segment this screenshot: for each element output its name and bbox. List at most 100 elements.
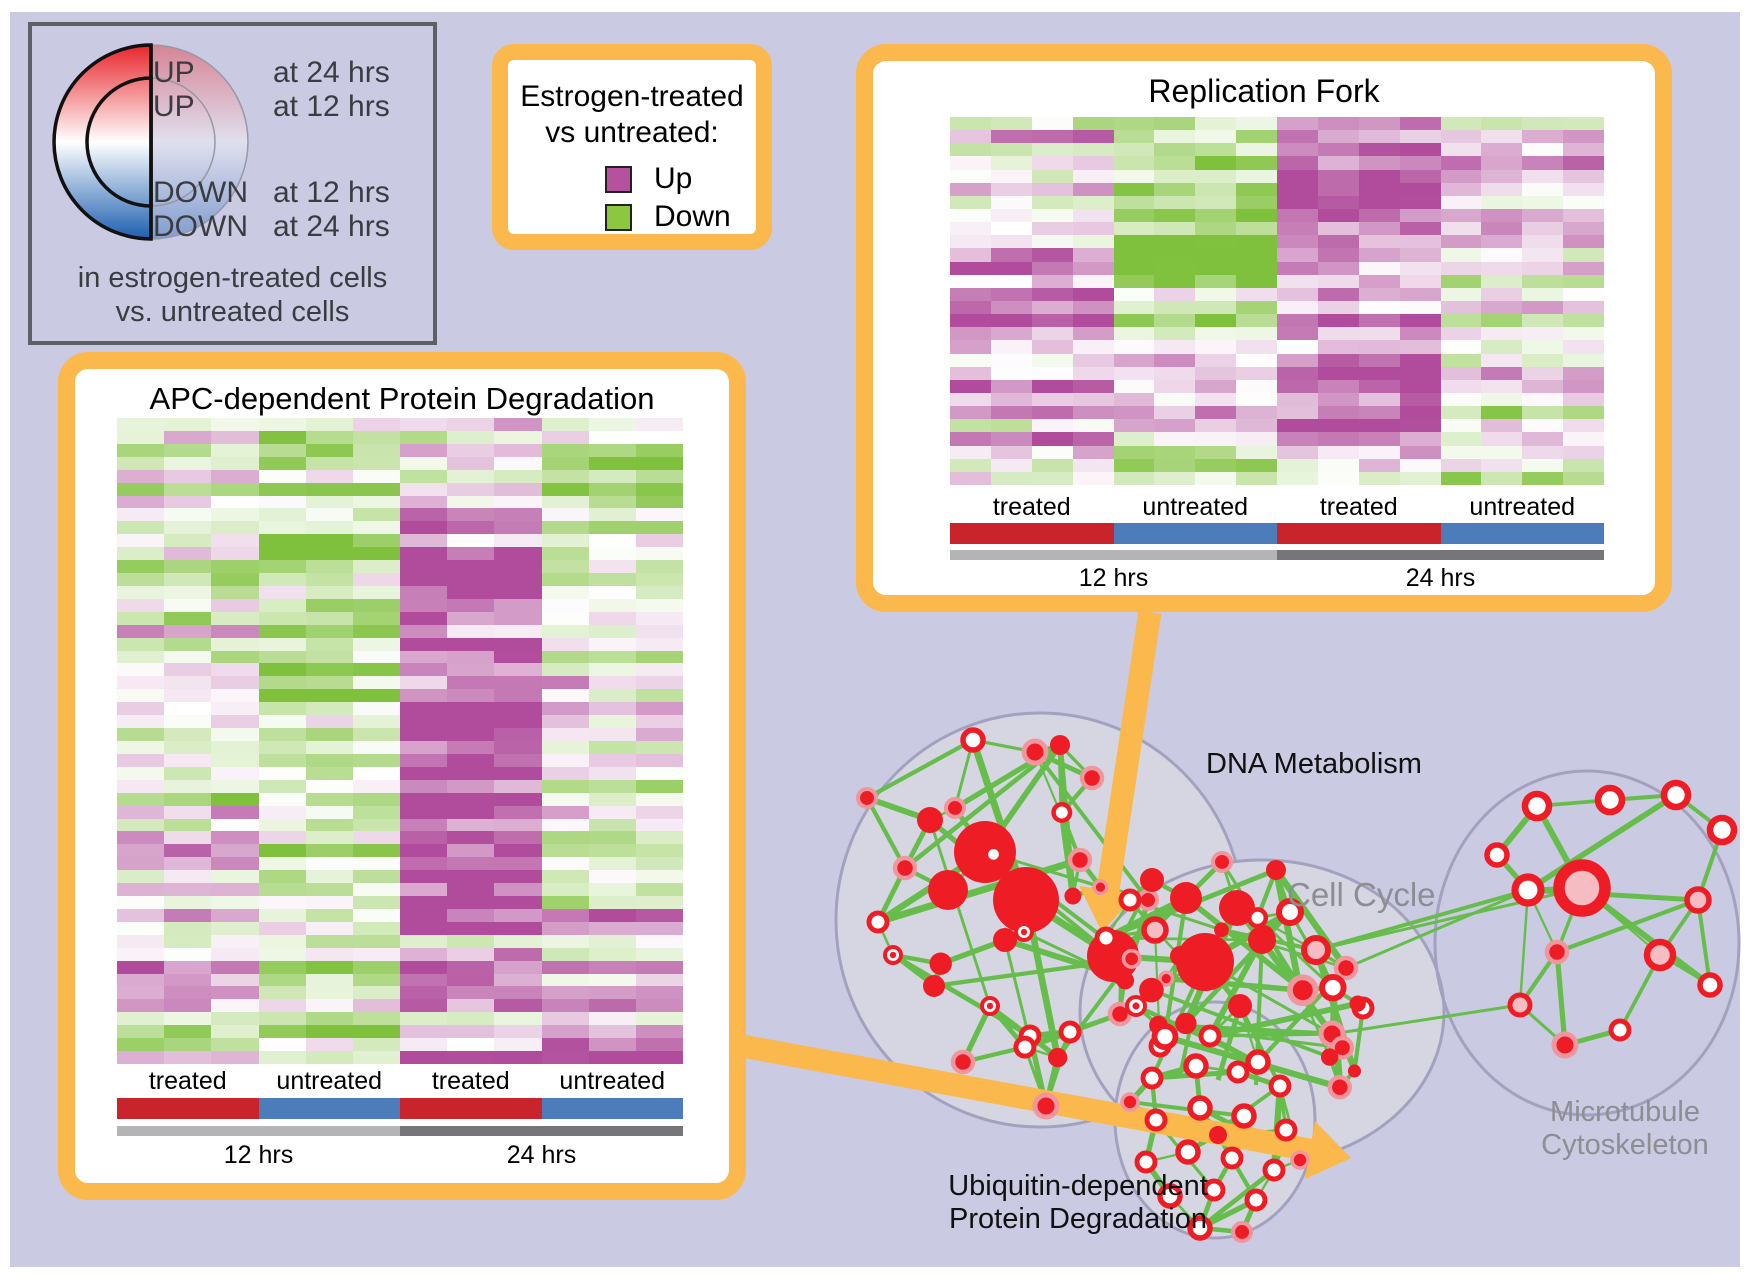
heatmap-cell: [588, 960, 636, 974]
heatmap-cell: [1563, 182, 1604, 196]
heatmap-cell: [117, 521, 165, 535]
heatmap-cell: [305, 1012, 353, 1026]
heatmap-cell: [447, 611, 495, 625]
heatmap-cell: [164, 482, 212, 496]
heatmap-cell: [494, 999, 542, 1013]
heatmap-cell: [635, 482, 683, 496]
heatmap-cell: [1031, 366, 1073, 380]
heatmap-cell: [1277, 393, 1318, 407]
heatmap-cell: [1563, 274, 1604, 288]
heatmap-cell: [1154, 379, 1196, 393]
heatmap-cell: [1072, 458, 1114, 472]
apc-treatment-colorbar: [117, 1098, 683, 1119]
up-swatch-icon: [605, 165, 632, 193]
heatmap-cell: [352, 469, 400, 483]
heatmap-cell: [258, 547, 306, 561]
heatmap-cell: [258, 443, 306, 457]
heatmap-cell: [1522, 222, 1564, 236]
heatmap-cell: [950, 432, 991, 446]
heatmap-cell: [258, 430, 306, 444]
heatmap-cell: [1522, 261, 1564, 275]
heatmap-cell: [950, 287, 991, 301]
heatmap-cell: [1154, 143, 1196, 157]
heatmap-cell: [305, 753, 353, 767]
heatmap-cell: [588, 689, 636, 703]
heatmap-cell: [1358, 143, 1400, 157]
heatmap-cell: [494, 753, 542, 767]
heatmap-cell: [635, 534, 683, 548]
heatmap-cell: [1236, 340, 1277, 354]
heatmap-cell: [494, 676, 542, 690]
heatmap-cell: [950, 274, 991, 288]
heatmap-cell: [211, 676, 259, 690]
heatmap-cell: [1522, 471, 1564, 485]
timepoint-bar-segment: [400, 1126, 683, 1136]
heatmap-cell: [541, 443, 589, 457]
heatmap-cell: [447, 999, 495, 1013]
heatmap-cell: [635, 521, 683, 535]
heatmap-cell: [1277, 406, 1318, 420]
heatmap-cell: [117, 818, 165, 832]
heatmap-cell: [305, 534, 353, 548]
heatmap-cell: [1072, 261, 1114, 275]
heatmap-cell: [541, 560, 589, 574]
heatmap-cell: [1072, 406, 1114, 420]
column-group-label: untreated: [276, 1067, 383, 1095]
heatmap-cell: [211, 508, 259, 522]
heatmap-cell: [1277, 156, 1318, 170]
heatmap-cell: [1563, 130, 1604, 144]
heatmap-cell: [447, 1012, 495, 1026]
heatmap-cell: [635, 702, 683, 716]
heatmap-cell: [1072, 327, 1114, 341]
heatmap-cell: [1481, 287, 1523, 301]
heatmap-cell: [588, 495, 636, 509]
heatmap-cell: [1031, 209, 1073, 223]
heatmap-cell: [1195, 182, 1237, 196]
heatmap-cell: [1358, 117, 1400, 131]
heatmap-cell: [1358, 130, 1400, 144]
column-group-label: treated: [148, 1067, 227, 1095]
heatmap-cell: [305, 663, 353, 677]
heatmap-cell: [1317, 274, 1359, 288]
heatmap-cell: [1481, 169, 1523, 183]
heatmap-cell: [1072, 117, 1114, 131]
heatmap-cell: [1440, 419, 1482, 433]
heatmap-cell: [1154, 130, 1196, 144]
heatmap-cell: [400, 986, 448, 1000]
heatmap-cell: [1481, 314, 1523, 328]
heatmap-cell: [1154, 248, 1196, 262]
heatmap-cell: [541, 934, 589, 948]
heatmap-cell: [1236, 445, 1277, 459]
heatmap-cell: [1317, 406, 1359, 420]
heatmap-cell: [447, 728, 495, 741]
heatmap-cell: [1195, 235, 1237, 249]
heatmap-cell: [950, 248, 991, 262]
heatmap-cell: [1440, 235, 1482, 249]
legend-direction: UP: [153, 56, 195, 89]
heatmap-cell: [164, 443, 212, 457]
heatmap-cell: [1399, 366, 1441, 380]
heatmap-cell: [1481, 471, 1523, 485]
heatmap-cell: [1072, 130, 1114, 144]
heatmap-cell: [541, 896, 589, 909]
heatmap-cell: [1236, 248, 1277, 262]
heatmap-cell: [305, 934, 353, 948]
heatmap-cell: [1195, 406, 1237, 420]
column-group-label: treated: [992, 493, 1071, 521]
heatmap-cell: [211, 637, 259, 651]
heatmap-cell: [1317, 327, 1359, 341]
heatmap-cell: [1481, 366, 1523, 380]
legend-footer-line1: in estrogen-treated cells: [77, 262, 388, 294]
heatmap-cell: [352, 456, 400, 470]
heatmap-cell: [117, 598, 165, 612]
heatmap-cell: [1236, 235, 1277, 249]
heatmap-cell: [1481, 301, 1523, 315]
heatmap-cell: [1031, 222, 1073, 236]
heatmap-cell: [352, 818, 400, 832]
heatmap-cell: [635, 870, 683, 884]
heatmap-cell: [352, 896, 400, 909]
heatmap-cell: [494, 1025, 542, 1039]
heatmap-cell: [117, 456, 165, 470]
heatmap-cell: [117, 805, 165, 819]
heatmap-cell: [400, 482, 448, 496]
